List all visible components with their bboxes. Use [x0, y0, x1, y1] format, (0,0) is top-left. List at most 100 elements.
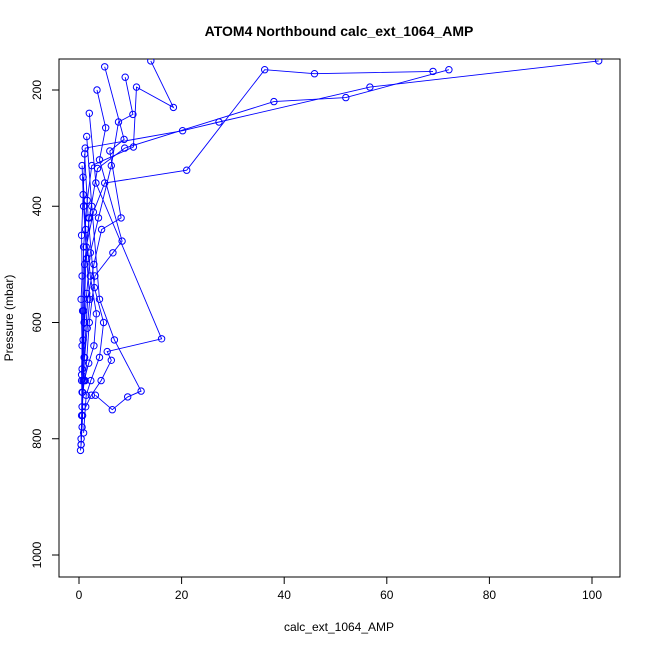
data-point [90, 342, 98, 350]
y-tick-label: 1000 [30, 541, 44, 568]
x-tick-label: 100 [582, 588, 602, 602]
y-axis-title: Pressure (mbar) [2, 275, 16, 362]
data-point [85, 109, 94, 118]
profile-series [77, 161, 94, 443]
data-point [137, 387, 145, 395]
data-point [121, 73, 129, 81]
data-point [366, 83, 374, 91]
data-point [95, 156, 104, 164]
data-point [183, 166, 191, 174]
profile-line [81, 60, 175, 375]
profile-line [81, 69, 434, 428]
profile-line [80, 165, 91, 439]
x-tick-label: 40 [278, 588, 292, 602]
data-point [445, 66, 453, 74]
data-point [99, 318, 108, 327]
data-point [129, 110, 137, 119]
data-point [110, 336, 119, 344]
data-point [86, 249, 95, 257]
data-point [93, 86, 101, 94]
plot-area [76, 59, 603, 455]
profile-line [80, 60, 599, 451]
data-point [270, 97, 278, 106]
data-point [94, 214, 103, 222]
data-point [108, 406, 117, 414]
x-tick-label: 80 [483, 588, 497, 602]
profile-line [81, 77, 134, 393]
profile-series [76, 59, 603, 455]
data-point [310, 70, 319, 78]
data-point [429, 67, 437, 76]
data-point [102, 124, 110, 132]
data-point [86, 295, 94, 303]
data-point [79, 173, 87, 181]
profile-series [83, 132, 145, 414]
data-point [81, 144, 89, 152]
data-point [90, 260, 98, 269]
x-tick-label: 60 [380, 588, 394, 602]
data-point [88, 202, 96, 211]
data-point [147, 59, 155, 65]
data-point [76, 446, 85, 455]
profile-series [78, 66, 437, 431]
y-tick-label: 800 [30, 428, 44, 448]
data-point [95, 353, 104, 362]
profile-series [77, 66, 453, 449]
data-point [80, 376, 88, 385]
data-point [83, 132, 91, 141]
data-point [87, 391, 96, 399]
data-point [80, 353, 89, 362]
x-axis: 0 20 40 60 80 100 [76, 576, 602, 602]
data-point [120, 135, 128, 144]
data-point [86, 272, 95, 280]
data-point [157, 335, 166, 343]
data-point [77, 435, 85, 443]
data-point [77, 440, 85, 449]
data-point [91, 391, 100, 399]
data-point [91, 272, 99, 280]
data-point [109, 249, 117, 257]
data-point [97, 376, 105, 385]
data-point [169, 103, 178, 112]
x-tick-label: 20 [175, 588, 189, 602]
x-axis-title: calc_ext_1064_AMP [284, 620, 394, 634]
data-point [97, 225, 106, 234]
data-point [78, 388, 87, 396]
data-point [78, 307, 87, 315]
data-point [85, 359, 93, 367]
y-axis: 200 400 600 800 1000 [30, 80, 60, 568]
data-point [79, 243, 88, 251]
data-point [117, 214, 125, 222]
data-point [78, 161, 86, 170]
data-point [84, 295, 92, 303]
data-point [79, 202, 88, 211]
data-point [342, 93, 350, 102]
chart-title: ATOM4 Northbound calc_ext_1064_AMP [205, 23, 474, 39]
profile-line [84, 89, 123, 381]
y-tick-label: 600 [30, 312, 44, 332]
plot-frame [58, 58, 621, 578]
data-point [83, 324, 91, 332]
data-point [80, 150, 89, 158]
data-point [82, 225, 90, 234]
data-point [92, 179, 100, 187]
data-point [90, 283, 99, 292]
y-tick-label: 200 [30, 80, 44, 100]
data-point [101, 63, 109, 71]
profile-series [78, 173, 101, 411]
data-point [124, 393, 132, 401]
data-point [132, 83, 141, 91]
data-point [595, 59, 603, 65]
profile-line [80, 69, 450, 445]
x-tick-label: 0 [76, 588, 83, 602]
data-point [95, 295, 104, 303]
y-tick-label: 400 [30, 196, 44, 216]
data-point [107, 356, 116, 364]
data-point [129, 143, 138, 151]
data-point [83, 254, 91, 263]
series-layer [76, 59, 603, 455]
data-point [103, 347, 111, 356]
data-point [92, 310, 101, 318]
data-point [106, 147, 114, 155]
